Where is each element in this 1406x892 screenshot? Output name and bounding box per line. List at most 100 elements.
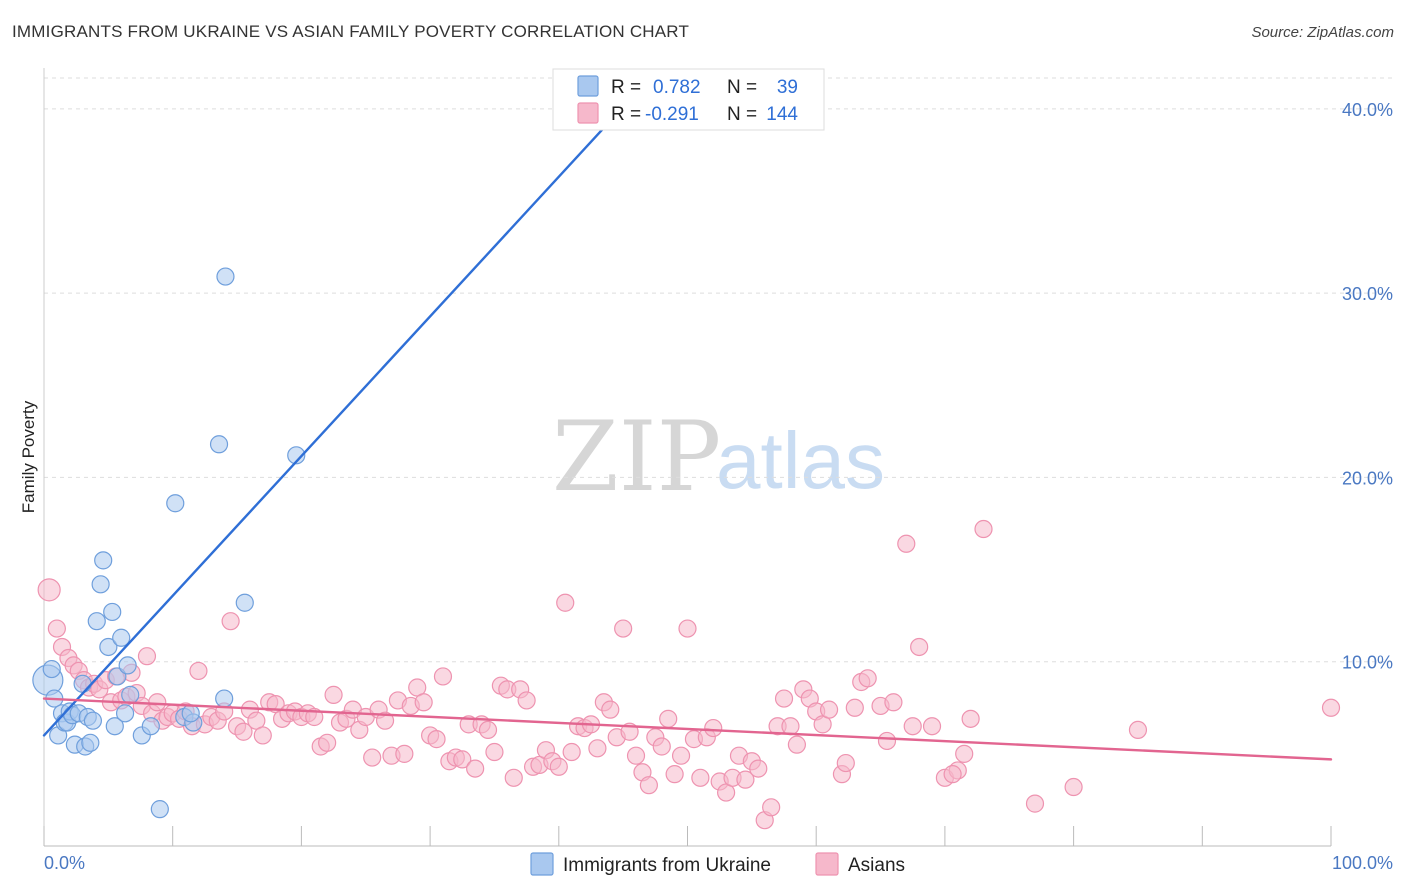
asians-point (601, 700, 620, 719)
asians-point (678, 619, 697, 638)
ukraine-point (87, 612, 106, 631)
asians-point (375, 711, 395, 730)
y-tick-label: 20.0% (1342, 468, 1393, 488)
asians-point (1128, 720, 1148, 740)
ukraine-point (112, 628, 131, 647)
asians-point (943, 765, 962, 784)
legend-r-value-ukraine: 0.782 (653, 77, 701, 98)
asians-point (836, 753, 855, 773)
ukraine-point (108, 667, 127, 686)
asians-point (466, 759, 485, 778)
asians-point (324, 685, 343, 704)
y-tick-label: 30.0% (1342, 284, 1393, 304)
asians-point (614, 619, 633, 638)
ukraine-point (215, 689, 234, 708)
ukraine-point (141, 717, 160, 736)
legend-r-label-asians: R = (611, 104, 641, 125)
ukraine-point (216, 267, 235, 286)
asians-point (517, 691, 536, 710)
ukraine-point (73, 674, 92, 693)
asians-point (922, 717, 942, 736)
chart-title: IMMIGRANTS FROM UKRAINE VS ASIAN FAMILY … (12, 22, 690, 41)
asians-point (877, 731, 897, 751)
legend-n-label-asians: N = (727, 104, 757, 125)
ukraine-point (287, 446, 306, 465)
asians-point (639, 776, 658, 795)
asians-point (704, 718, 723, 738)
y-axis-label: Family Poverty (19, 400, 38, 513)
ukraine-point (83, 711, 103, 730)
asians-point (562, 742, 581, 762)
watermark-zip: ZIP (552, 401, 721, 513)
asians-point (305, 707, 324, 727)
legend-r-label-ukraine: R = (611, 77, 641, 98)
asians-point (47, 619, 66, 638)
ukraine-point (115, 704, 135, 723)
asians-point (845, 698, 864, 717)
ukraine-point (150, 800, 169, 819)
x-tick-labels: 0.0% 100.0% (44, 853, 1393, 873)
asians-point (884, 693, 903, 712)
asians-point (1025, 794, 1045, 813)
ukraine-point (91, 575, 110, 594)
asians-point (671, 746, 691, 765)
asians-point (910, 637, 929, 657)
trend-line-asians (42, 697, 1333, 761)
asians-point (749, 759, 768, 778)
asians-point (504, 768, 523, 787)
asians-point (427, 730, 446, 749)
asians-point (556, 593, 575, 612)
asians-point (485, 742, 504, 762)
legend-swatch-ukraine (577, 75, 599, 97)
ukraine-point (235, 593, 254, 612)
ukraine-point (105, 717, 124, 736)
ukraine-point (181, 704, 200, 723)
trend-lines (42, 70, 1333, 761)
axes (43, 68, 1332, 847)
ukraine-point (103, 602, 122, 622)
asians-point (1321, 698, 1341, 717)
y-tick-labels: 10.0% 20.0% 30.0% 40.0% (1342, 100, 1393, 673)
asians-point (433, 667, 453, 686)
legend-swatch-asians (577, 102, 599, 124)
asians-point (234, 722, 253, 741)
asians-point (897, 534, 916, 553)
asians-point (363, 748, 382, 767)
asians-point (691, 768, 710, 787)
bottom-legend-label-asians: Asians (848, 855, 905, 876)
legend-r-value-asians: -0.291 (645, 104, 699, 125)
series-asians (37, 519, 1341, 830)
asians-point (414, 693, 433, 712)
legend-n-value-asians: 144 (766, 104, 798, 125)
watermark-atlas: atlas (716, 416, 885, 505)
watermark: ZIP atlas (552, 401, 885, 513)
asians-point (659, 709, 678, 728)
asians-point (955, 744, 974, 763)
asians-point (858, 669, 877, 688)
asians-point (961, 709, 980, 728)
bottom-legend-label-ukraine: Immigrants from Ukraine (563, 855, 771, 876)
ukraine-point (81, 733, 100, 752)
y-tick-label: 40.0% (1342, 100, 1393, 120)
ukraine-point (121, 685, 140, 704)
asians-point (549, 757, 568, 776)
bottom-legend-swatch-asians (815, 852, 839, 876)
asians-point (137, 647, 157, 666)
grid-lines (44, 77, 1392, 663)
ukraine-point (99, 637, 118, 657)
asians-point (819, 700, 839, 719)
correlation-legend: R = 0.782 N = 39 R = -0.291 N = 144 (552, 68, 825, 131)
asians-point (253, 726, 272, 745)
asians-point (189, 661, 208, 681)
asians-point (395, 744, 414, 763)
ukraine-point (209, 435, 229, 454)
asians-point (903, 717, 922, 736)
y-tick-label: 10.0% (1342, 653, 1393, 673)
asians-point (453, 750, 472, 769)
asians-point (774, 689, 794, 708)
legend-n-value-ukraine: 39 (777, 77, 798, 98)
asians-point (781, 717, 800, 736)
asians-point (974, 519, 993, 539)
asians-point (148, 693, 167, 712)
